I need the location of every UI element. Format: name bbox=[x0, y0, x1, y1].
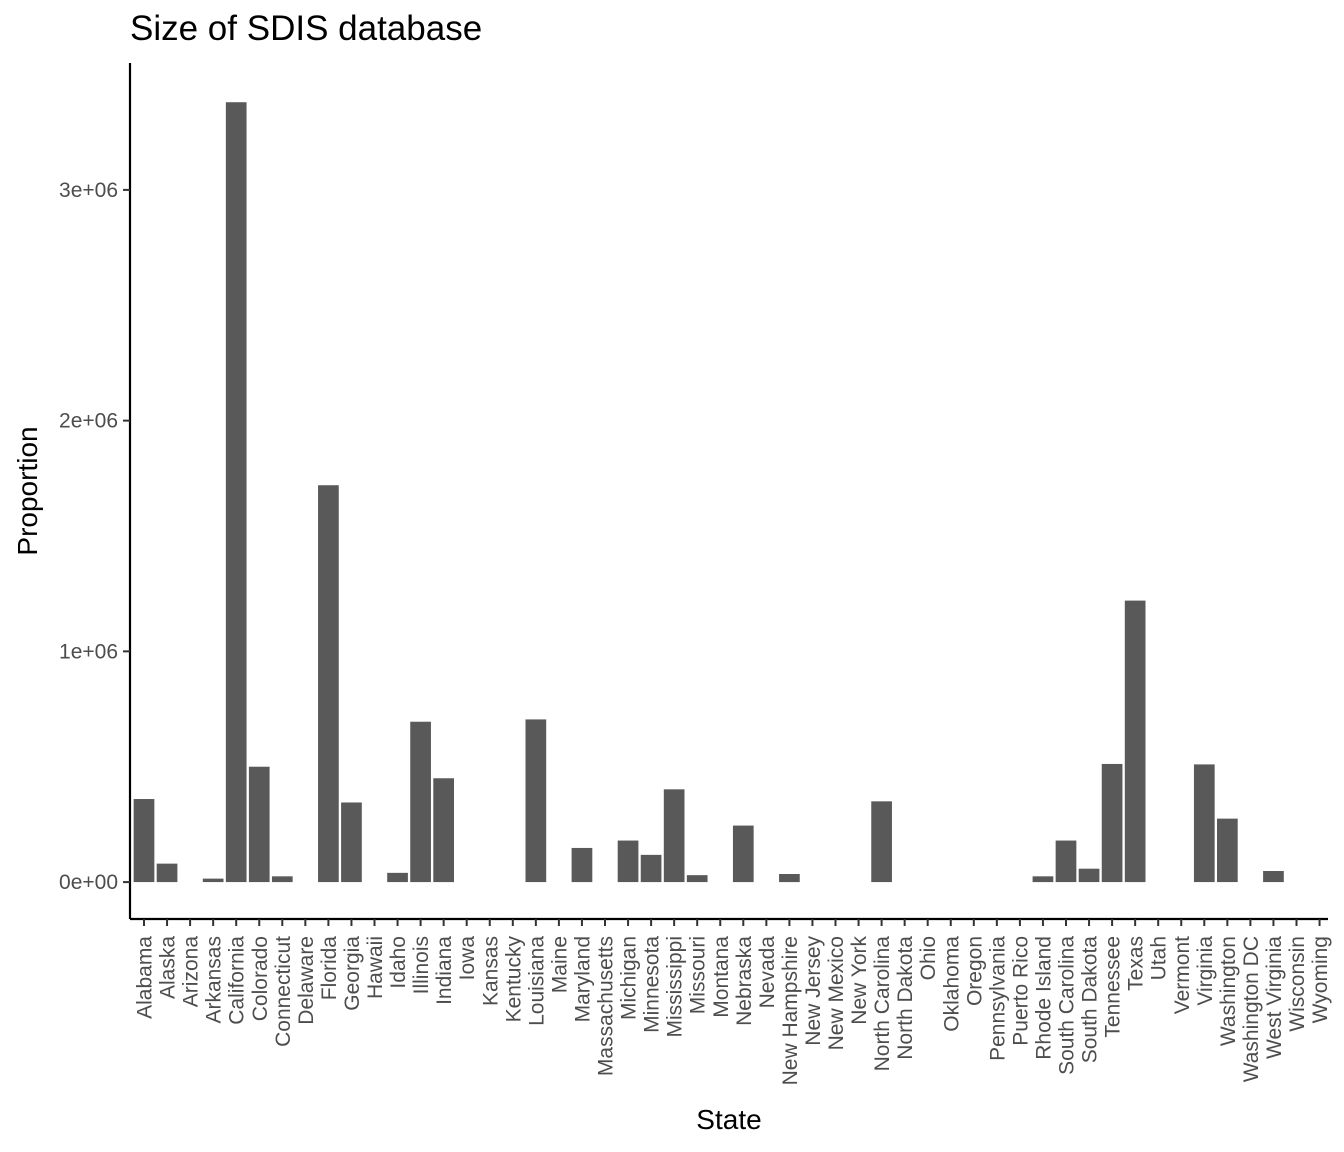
x-tick-label: Arizona bbox=[180, 936, 203, 1008]
x-tick-label: Nebraska bbox=[733, 936, 756, 1026]
x-tick-label: Georgia bbox=[341, 936, 364, 1011]
x-axis-title: State bbox=[696, 1104, 761, 1135]
x-tick-label: Maryland bbox=[571, 936, 594, 1022]
x-tick-label: Ohio bbox=[917, 936, 940, 980]
bar-west-virginia bbox=[1263, 871, 1284, 883]
x-tick-label: Nevada bbox=[756, 936, 779, 1009]
x-tick-label: Tennessee bbox=[1102, 936, 1125, 1038]
bar-michigan bbox=[617, 840, 639, 883]
x-tick-label: Missouri bbox=[687, 936, 710, 1014]
x-tick-label: Idaho bbox=[387, 936, 410, 989]
bar-louisiana bbox=[525, 719, 547, 883]
x-tick-label: Rhode Island bbox=[1032, 936, 1055, 1060]
x-tick-label: New York bbox=[848, 936, 871, 1025]
x-tick-label: Arkansas bbox=[203, 936, 226, 1024]
bar-illinois bbox=[410, 721, 431, 883]
bar-idaho bbox=[387, 872, 408, 883]
bar-rhode-island bbox=[1032, 876, 1054, 883]
x-tick-label: South Dakota bbox=[1079, 936, 1102, 1064]
x-tick-label: Puerto Rico bbox=[1009, 936, 1032, 1046]
bar-maryland bbox=[571, 847, 593, 883]
x-tick-label: Wisconsin bbox=[1286, 936, 1309, 1032]
x-tick-label: Montana bbox=[710, 936, 733, 1018]
bar-connecticut bbox=[271, 876, 293, 883]
bar-nebraska bbox=[732, 825, 754, 883]
y-tick-label: 3e+06 bbox=[59, 179, 118, 202]
y-tick-label: 0e+00 bbox=[59, 871, 118, 894]
x-tick-label: Virginia bbox=[1194, 936, 1217, 1006]
x-tick-label: Alaska bbox=[157, 936, 180, 999]
x-tick-label: Washington DC bbox=[1240, 936, 1263, 1082]
y-axis-title: Proportion bbox=[12, 426, 43, 555]
bar-florida bbox=[318, 485, 339, 883]
x-tick-label: Maine bbox=[548, 936, 571, 993]
bar-north-carolina bbox=[871, 801, 892, 883]
x-tick-label: Pennsylvania bbox=[986, 936, 1009, 1061]
x-tick-label: Colorado bbox=[249, 936, 272, 1021]
bar-tennessee bbox=[1101, 763, 1123, 883]
x-tick-label: Delaware bbox=[295, 936, 318, 1025]
y-tick-label: 1e+06 bbox=[59, 640, 118, 663]
x-tick-label: Washington bbox=[1217, 936, 1240, 1046]
bar-minnesota bbox=[640, 854, 662, 883]
bar-texas bbox=[1124, 600, 1146, 883]
x-tick-label: North Carolina bbox=[871, 936, 894, 1072]
x-tick-label: Florida bbox=[318, 936, 341, 1001]
x-axis: Alabama Alaska Arizona Arkansas California Co… bbox=[130, 917, 1332, 1085]
x-tick-label: Minnesota bbox=[641, 936, 664, 1033]
x-tick-label: Oregon bbox=[963, 936, 986, 1006]
bar-mississippi bbox=[663, 789, 685, 883]
bar-new-hampshire bbox=[779, 874, 800, 883]
x-tick-label: Illinois bbox=[410, 936, 433, 994]
bar-colorado bbox=[248, 766, 270, 883]
x-tick-label: Iowa bbox=[456, 936, 479, 981]
chart-title: Size of SDIS database bbox=[130, 9, 482, 48]
y-tick-label: 2e+06 bbox=[59, 410, 118, 433]
bar-alabama bbox=[133, 799, 155, 883]
x-tick-label: Kansas bbox=[479, 936, 502, 1006]
x-tick-label: Mississippi bbox=[664, 936, 687, 1038]
x-tick-label: Vermont bbox=[1171, 936, 1194, 1014]
x-tick-label: South Carolina bbox=[1056, 936, 1079, 1075]
x-tick-label: New Mexico bbox=[825, 936, 848, 1050]
x-tick-label: Utah bbox=[1148, 936, 1171, 980]
x-tick-label: New Hampshire bbox=[779, 936, 802, 1085]
x-tick-label: Connecticut bbox=[272, 936, 295, 1047]
x-tick-label: North Dakota bbox=[894, 936, 917, 1060]
x-tick-label: California bbox=[226, 936, 249, 1025]
bar-georgia bbox=[341, 802, 362, 883]
bar-washington bbox=[1217, 818, 1238, 883]
x-tick-label: Hawaii bbox=[364, 936, 387, 999]
x-tick-label: New Jersey bbox=[802, 936, 825, 1046]
y-axis: 0e+00 1e+06 2e+06 3e+06 bbox=[59, 63, 132, 919]
bar-virginia bbox=[1193, 764, 1215, 883]
x-tick-label: West Virginia bbox=[1263, 936, 1286, 1059]
x-tick-label: Alabama bbox=[134, 936, 157, 1019]
bar-indiana bbox=[433, 778, 454, 883]
bars-group bbox=[133, 102, 1284, 883]
bar-south-carolina bbox=[1055, 840, 1077, 883]
x-tick-label: Massachusetts bbox=[595, 936, 618, 1076]
x-tick-label: Louisiana bbox=[525, 936, 548, 1026]
bar-alaska bbox=[156, 863, 178, 883]
x-tick-label: Kentucky bbox=[502, 936, 525, 1023]
x-tick-label: Indiana bbox=[433, 936, 456, 1005]
bar-south-dakota bbox=[1078, 868, 1100, 883]
x-tick-label: Michigan bbox=[618, 936, 641, 1020]
x-tick-label: Texas bbox=[1125, 936, 1148, 991]
bar-california bbox=[225, 102, 247, 883]
x-tick-label: Wyoming bbox=[1309, 936, 1332, 1023]
bar-arkansas bbox=[202, 878, 224, 883]
x-tick-label: Oklahoma bbox=[940, 936, 963, 1032]
bar-missouri bbox=[686, 875, 708, 883]
